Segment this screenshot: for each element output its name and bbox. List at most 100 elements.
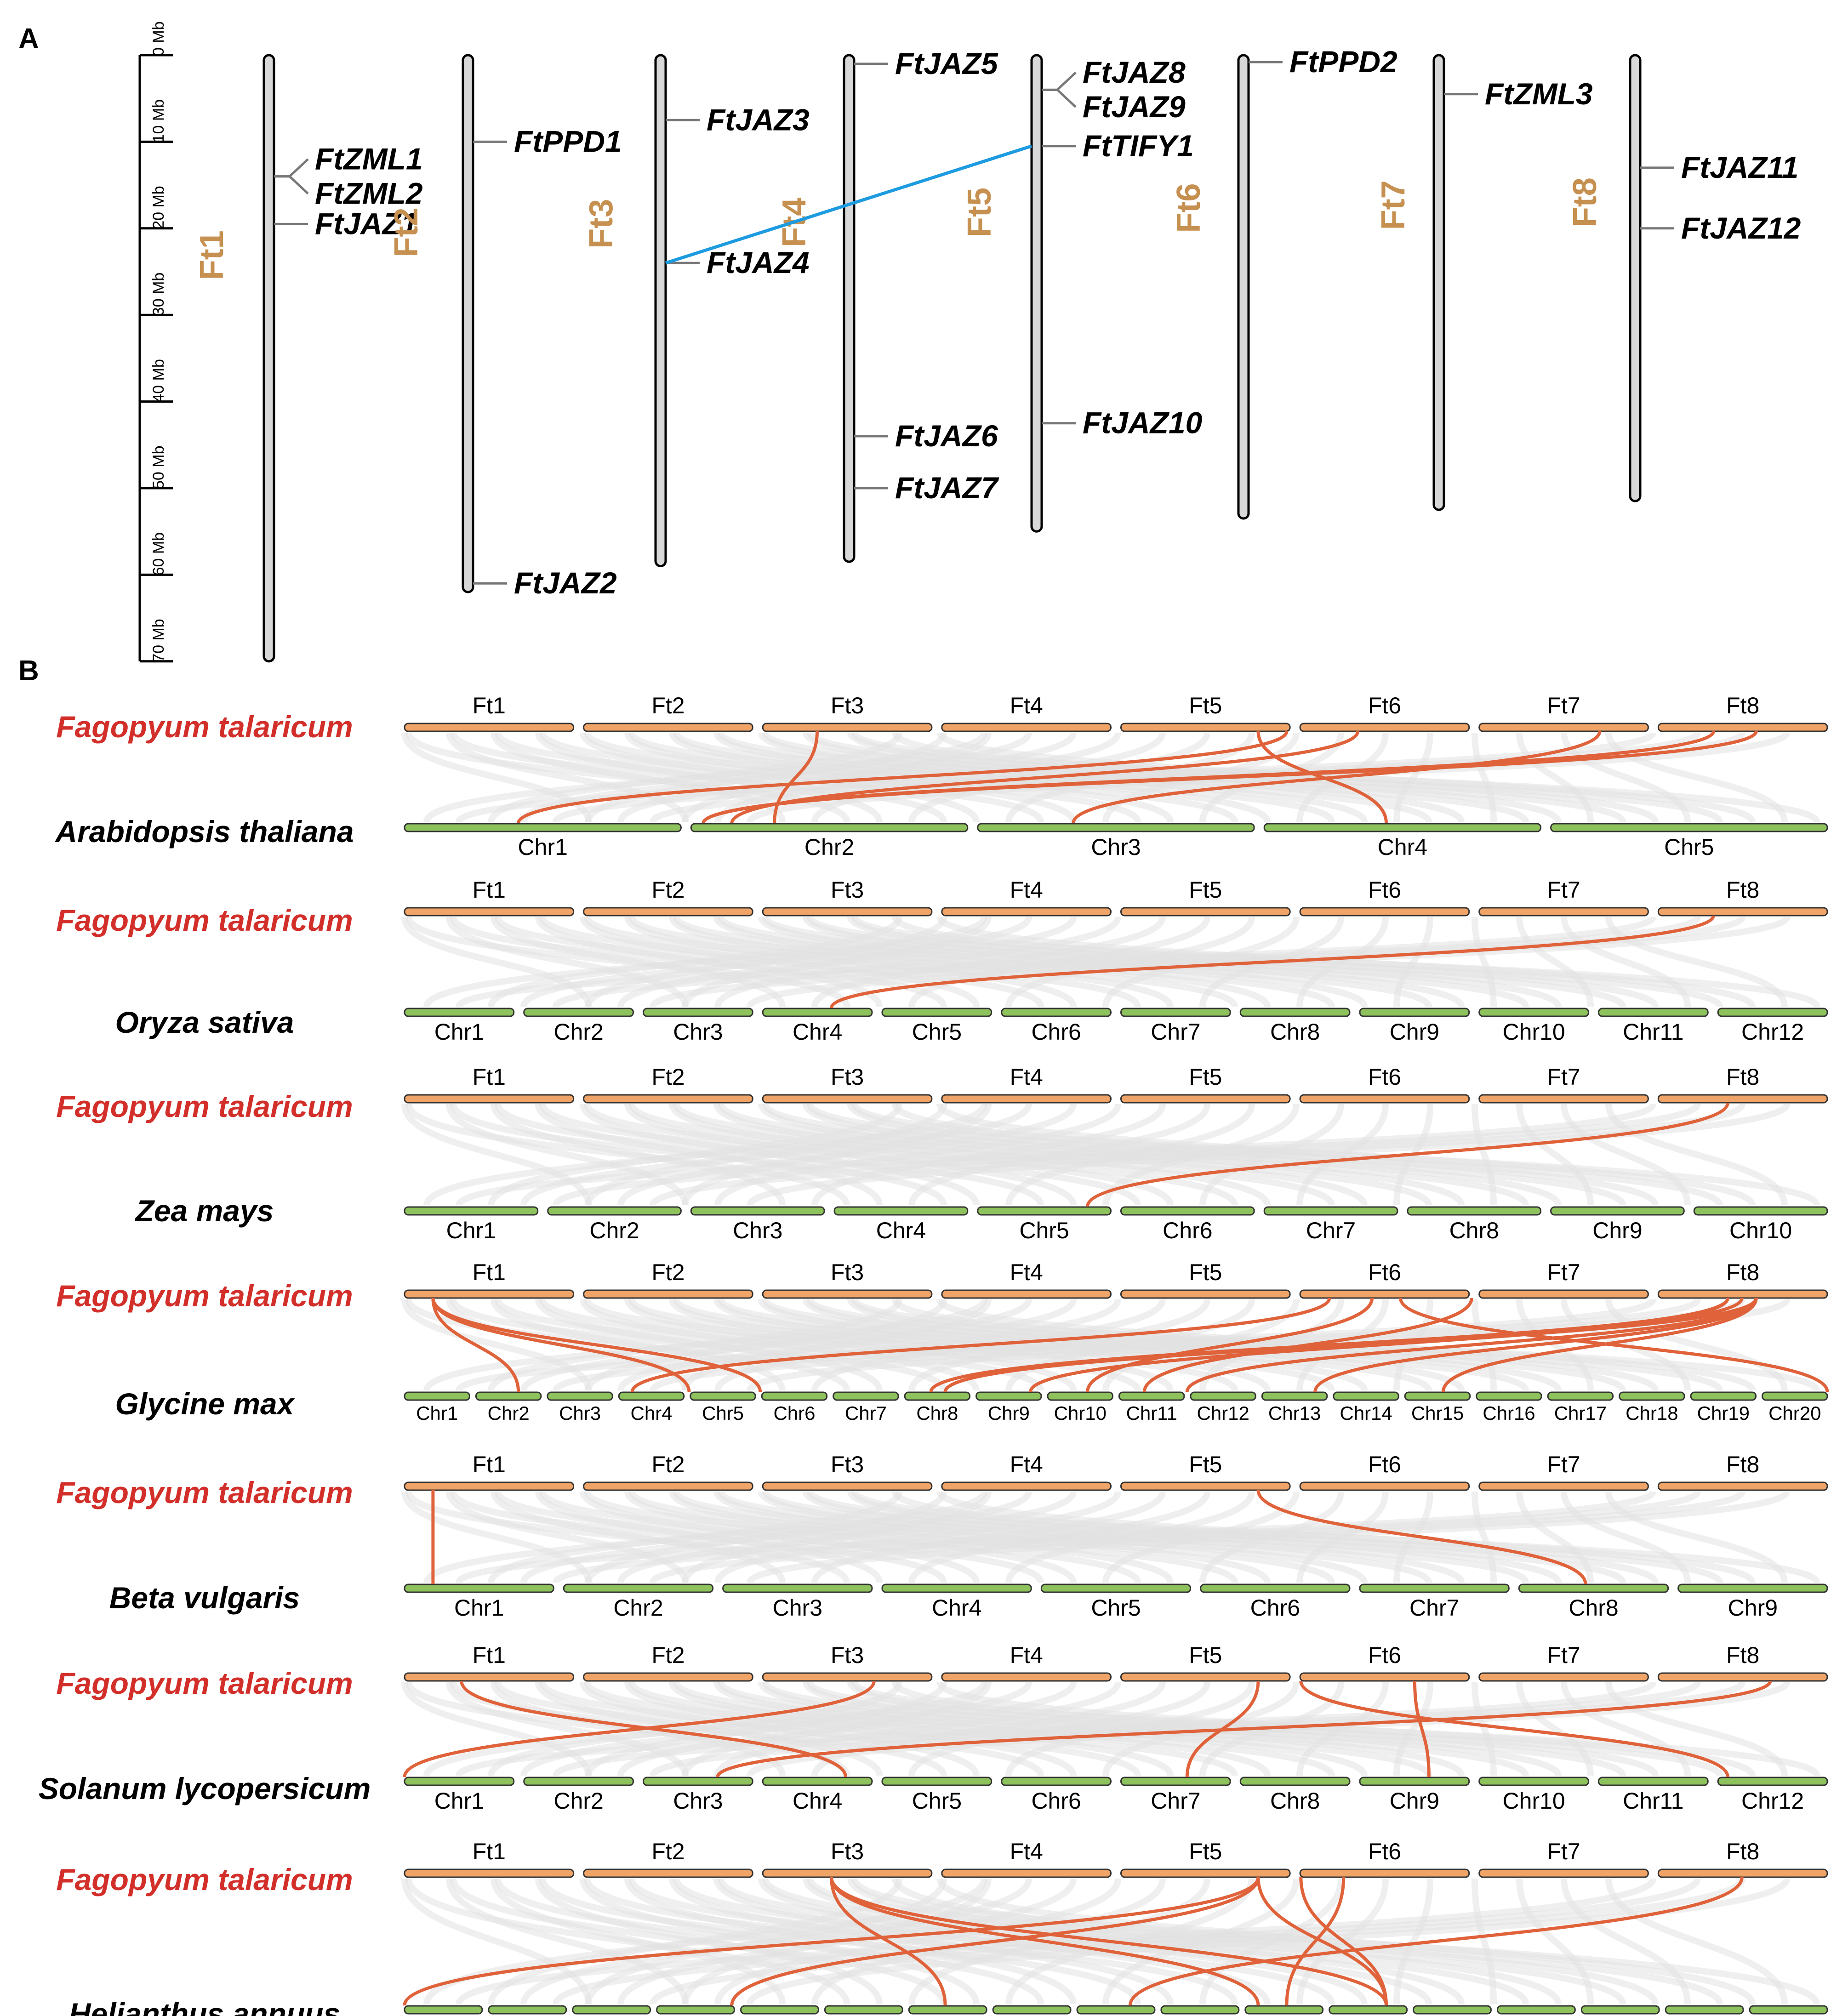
synteny-row: Fagopyum talaricum Solanum lycopersicum Ft… (39, 1642, 1828, 1814)
chromosome-label: Chr2 (613, 1595, 663, 1621)
chromosome-bar (1333, 1391, 1399, 1401)
chromosome-bar (722, 1583, 873, 1593)
species-label-bottom: Glycine max (115, 1387, 295, 1421)
gene-label: FtJAZ8 (1083, 55, 1186, 89)
scale-tick-label: 40 Mb (150, 359, 167, 403)
synteny-link (585, 1681, 947, 1777)
synteny-link (401, 1104, 592, 1206)
chromosome-label: Chr12 (1197, 1402, 1249, 1424)
ft-chromosome-label: Ft8 (1726, 1839, 1759, 1864)
ft-chromosome-label: Ft1 (473, 1064, 506, 1090)
chromosome-label: Chr12 (1741, 1788, 1804, 1814)
chromosome-label: Chr1 (454, 1595, 504, 1621)
ft-chromosome-label: Ft5 (1189, 1452, 1222, 1477)
ft-chromosome-label: Ft2 (651, 1064, 684, 1090)
ft-chromosome-bar (1478, 907, 1649, 917)
ft-chromosome-bar (762, 1672, 933, 1682)
chromosome-bar (833, 1391, 899, 1401)
ft-chromosome-label: Ft3 (831, 1259, 864, 1285)
ft-chromosome-bar (941, 1481, 1112, 1491)
chromosome-bar (475, 1391, 542, 1401)
chromosome-bar (1237, 54, 1250, 520)
chromosome-bar (404, 1583, 554, 1593)
synteny-link (628, 1490, 1335, 1584)
ft-chromosome-label: Ft8 (1726, 1642, 1759, 1668)
ft-chromosome-bar (1657, 1289, 1828, 1299)
synteny-link (682, 732, 992, 823)
chromosome-label: Chr9 (1592, 1218, 1642, 1243)
synteny-row: Fagopyum talaricum Glycine max Ft1 Ft2 Ft3 Ft… (56, 1259, 1829, 1424)
chromosome-bar (656, 2005, 736, 2015)
ft-chromosome-bar (1657, 907, 1828, 917)
scale-tick-label: 10 Mb (150, 99, 167, 143)
species-label-bottom: Solanum lycopersicum (39, 1771, 371, 1805)
chromosome-label: Chr5 (1664, 834, 1714, 860)
gene-label: FtJAZ1 (315, 206, 418, 240)
species-label-top: Fagopyum talaricum (56, 903, 353, 937)
ft-chromosome-bar (1120, 1289, 1291, 1299)
chromosome-label: Chr4 (793, 1019, 842, 1045)
synteny-link (585, 732, 947, 823)
chromosome-label: Chr3 (1091, 834, 1141, 860)
ft-chromosome-label: Ft2 (651, 1839, 684, 1864)
gene-label: FtJAZ4 (707, 245, 810, 279)
ortholog-link (716, 1680, 1772, 1778)
chromosome-label: Chr10 (1729, 1218, 1792, 1243)
mb-scale: 0 Mb 10 Mb 20 Mb 30 Mb 40 Mb 50 Mb 60 Mb 70 Mb (138, 21, 173, 663)
ft-chromosome-label: Ft4 (1010, 1064, 1043, 1090)
synteny-background (401, 1681, 1820, 1777)
synteny-link (585, 1878, 947, 2005)
ft-chromosome-bar (1120, 1868, 1291, 1878)
synteny-link (488, 1103, 902, 1206)
ortholog-link (1256, 1490, 1587, 1584)
ft-chromosome-bar (1478, 723, 1649, 732)
chromosome-label: Chr6 (1250, 1595, 1300, 1621)
ft-chromosome-bar (1657, 1094, 1828, 1104)
species-label-bottom: Beta vulgaris (109, 1581, 300, 1615)
synteny-link (762, 1681, 1626, 1777)
chromosome-bar (1160, 2005, 1240, 2015)
synteny-link (401, 1299, 592, 1391)
chromosome-label: Chr5 (912, 1788, 962, 1814)
chromosome-bar (690, 1206, 825, 1216)
chromosome-bar (1693, 1206, 1828, 1216)
segmental-duplication-line (665, 144, 1032, 265)
chromosome-label: Chr5 (702, 1402, 744, 1424)
gene-label: FtJAZ2 (514, 566, 617, 600)
chromosome-bar (1717, 1777, 1828, 1786)
ft-chromosome-label: Ft4 (1010, 1452, 1043, 1477)
ft-chromosome-label: Ft7 (1547, 693, 1580, 718)
synteny-link (488, 1491, 902, 1583)
ft-chromosome-label: Ft6 (1368, 877, 1401, 903)
ft-chromosome-label: Ft5 (1189, 693, 1222, 718)
ft-chromosome-bar (1299, 1672, 1470, 1682)
synteny-link (682, 916, 992, 1008)
chromosome-label: Chr2 (804, 834, 854, 860)
chromosome-label: Chr4 (1378, 834, 1427, 860)
ft-chromosome-label: Ft8 (1726, 1064, 1759, 1090)
synteny-link (718, 1298, 1529, 1392)
chromosome-bar (1432, 54, 1445, 511)
scale-tick-label: 0 Mb (150, 21, 167, 56)
ft-chromosome-bar (583, 1481, 753, 1491)
gene-leader (1042, 88, 1077, 108)
chromosome-bar (1359, 1008, 1470, 1017)
ortholog-link (1413, 1680, 1431, 1777)
ft-chromosome-bar (583, 907, 753, 917)
chromosome-bar (1076, 2005, 1156, 2015)
ft-chromosome-label: Ft8 (1726, 1452, 1759, 1477)
chromosome-bar (404, 1206, 539, 1216)
ft-chromosome-label: Ft1 (473, 1259, 506, 1285)
chromosome-bar (1263, 1206, 1398, 1216)
ft-chromosome-label: Ft8 (1726, 877, 1759, 903)
chromosome-label: Chr9 (1390, 1788, 1439, 1814)
synteny-link (446, 1104, 689, 1206)
ortholog-link (1299, 1680, 1729, 1777)
chromosome-bar (1550, 823, 1828, 832)
synteny-link (762, 1878, 1626, 2005)
gene-label: FtJAZ3 (707, 103, 810, 137)
chromosome-bar (1359, 1583, 1510, 1593)
synteny-link (718, 1490, 1529, 1584)
